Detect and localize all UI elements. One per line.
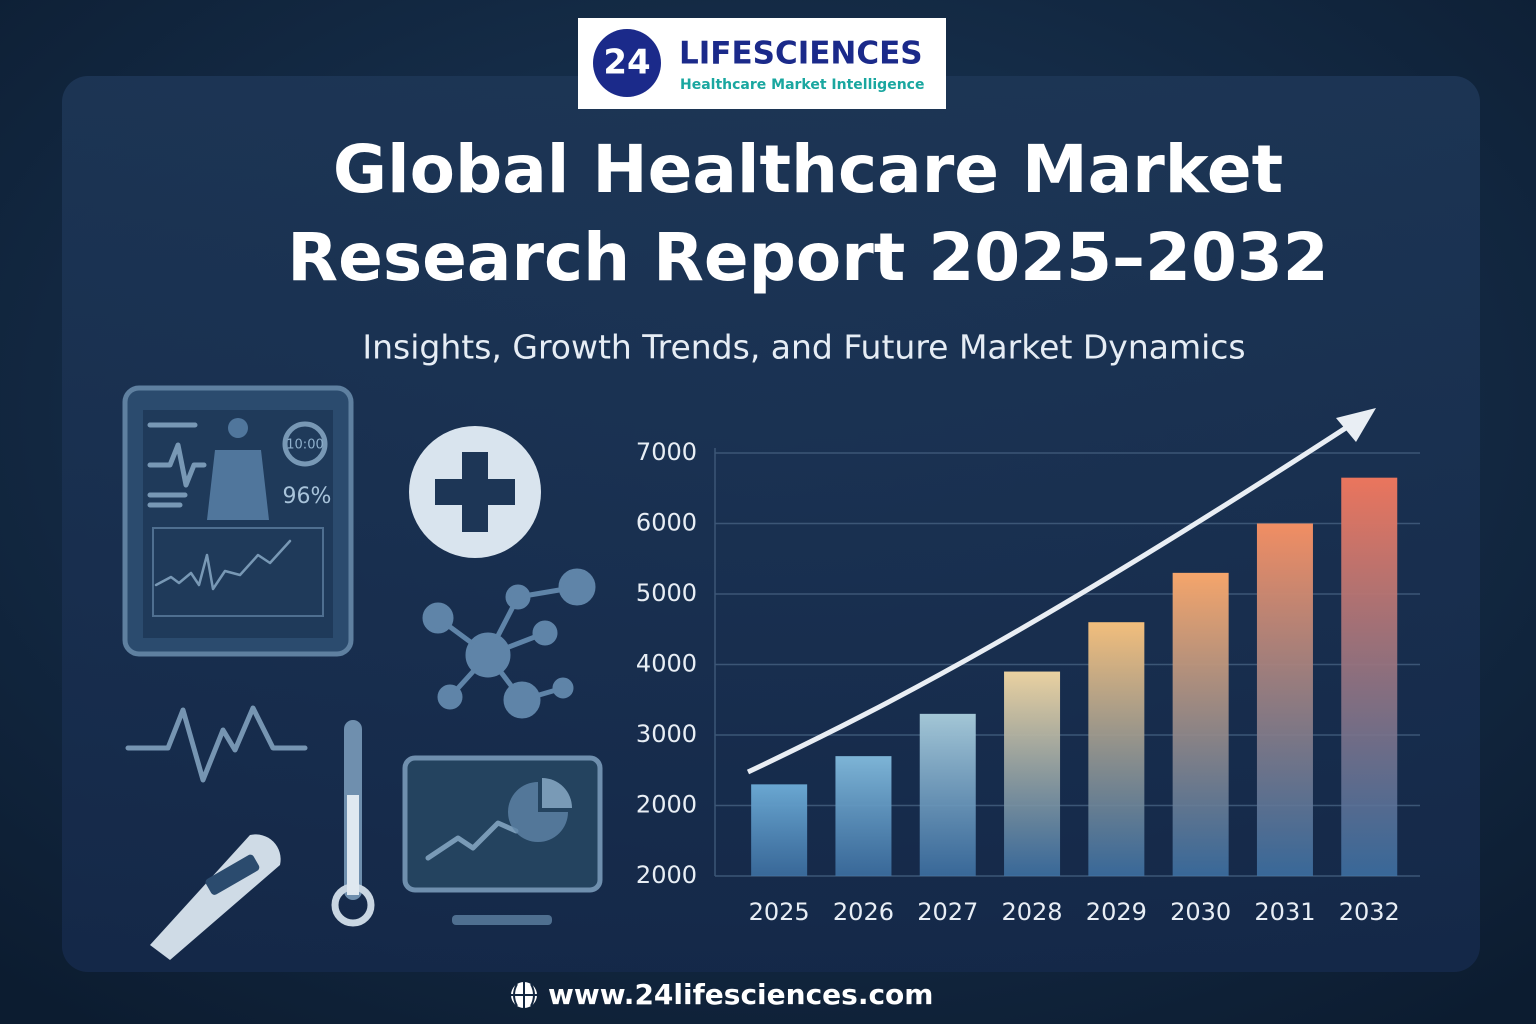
logo-circle: [593, 29, 661, 97]
monitor-stand: [452, 915, 552, 925]
molecule-icon: [422, 568, 596, 719]
x-tick-label: 2026: [833, 898, 894, 926]
bar: [1256, 523, 1313, 876]
bar: [1341, 477, 1398, 876]
monitor-line: [425, 820, 519, 861]
footer-url: www.24lifesciences.com: [548, 978, 933, 1011]
pie-icon: [542, 778, 572, 808]
x-tick-label: 2025: [749, 898, 810, 926]
bar: [751, 784, 808, 876]
globe-lines: [511, 982, 537, 1008]
clock-text: 10:00: [286, 438, 323, 453]
x-tick-label: 2031: [1254, 898, 1315, 926]
trend-arrow: [746, 419, 1357, 775]
logo-tagline: Healthcare Market Intelligence: [680, 77, 924, 93]
tablet-wave: [154, 539, 292, 591]
bar: [1172, 572, 1229, 876]
thermometer-display: [205, 854, 260, 895]
plot: 2000 2000 3000 4000 5000 6000 7000 2025 2026 2027…: [636, 438, 1420, 926]
bar: [1004, 671, 1061, 876]
pie-icon: [508, 782, 568, 842]
y-tick-label: 3000: [636, 720, 697, 748]
reading-text: 96%: [283, 484, 332, 509]
y-tick-label: 2000: [636, 861, 697, 889]
tablet-lines: [147, 422, 207, 508]
x-tick-label: 2028: [1002, 898, 1063, 926]
y-tick-label: 5000: [636, 579, 697, 607]
bar: [919, 713, 976, 876]
title-line: Global Healthcare Market: [333, 131, 1283, 208]
y-tick-label: 7000: [636, 438, 697, 466]
bar: [835, 756, 892, 876]
heartbeat-icon: [125, 705, 308, 783]
title-line: Research Report 2025–2032: [287, 219, 1328, 296]
subtitle: Insights, Growth Trends, and Future Mark…: [362, 328, 1245, 367]
cross: [435, 452, 515, 532]
y-tick-label: 6000: [636, 509, 697, 537]
logo-name: LIFESCIENCES: [679, 36, 923, 72]
tablet-chart: [152, 527, 324, 617]
x-tick-label: 2030: [1170, 898, 1231, 926]
logo: 24 LIFESCIENCES Healthcare Market Intell…: [578, 18, 946, 109]
trend-arrowhead: [1336, 408, 1376, 442]
y-tick-label: 2000: [636, 791, 697, 819]
logo-mark: 24: [603, 43, 650, 83]
y-tick-label: 4000: [636, 650, 697, 678]
footer: www.24lifesciences.com: [511, 978, 933, 1011]
x-tick-label: 2027: [917, 898, 978, 926]
bar: [1088, 622, 1145, 876]
icons: 10:00 96%: [122, 385, 603, 960]
x-tick-label: 2029: [1086, 898, 1147, 926]
clock-icon: [282, 421, 328, 467]
body-icon: [207, 418, 269, 520]
x-tick-label: 2032: [1339, 898, 1400, 926]
thermometer-fill: [347, 795, 359, 895]
